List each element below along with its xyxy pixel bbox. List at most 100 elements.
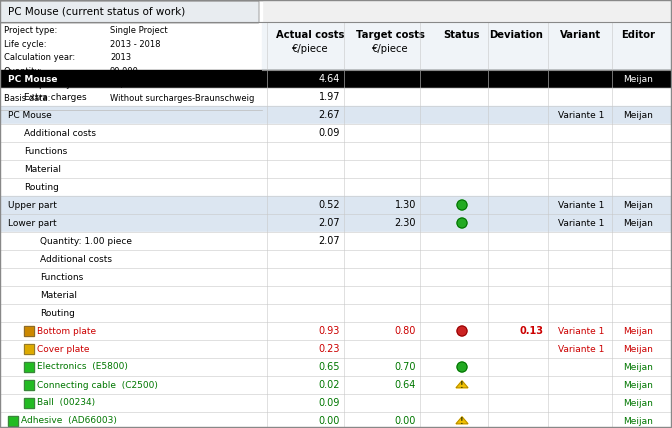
Text: Material: Material (24, 164, 61, 173)
Bar (0, 322, 672, 340)
Text: 90,000: 90,000 (110, 66, 139, 75)
Bar (0, 142, 672, 160)
Text: Meijan: Meijan (623, 380, 653, 389)
Text: Routing: Routing (24, 182, 59, 191)
Text: €/piece: €/piece (372, 44, 409, 54)
Text: Variante 1: Variante 1 (558, 327, 604, 336)
Text: 0.23: 0.23 (319, 344, 340, 354)
Text: 2.30: 2.30 (394, 218, 416, 228)
Text: Ball  (00234): Ball (00234) (37, 398, 95, 407)
Circle shape (457, 218, 467, 228)
Text: Adhesive  (AD66003): Adhesive (AD66003) (21, 416, 117, 425)
Text: Target costs: Target costs (355, 30, 425, 40)
Text: Material: Material (40, 291, 77, 300)
Text: Meijan: Meijan (623, 74, 653, 83)
Bar (24, 380, 34, 390)
Text: Annual quantity:: Annual quantity: (4, 80, 73, 89)
Text: 0.13: 0.13 (520, 326, 544, 336)
Text: Variante 1: Variante 1 (558, 110, 604, 119)
Text: Basis data:: Basis data: (4, 93, 50, 102)
Text: Connecting cable  (C2500): Connecting cable (C2500) (37, 380, 158, 389)
Bar (0, 286, 672, 304)
Text: Additional costs: Additional costs (24, 128, 96, 137)
Text: 0.00: 0.00 (394, 416, 416, 426)
Text: Meijan: Meijan (623, 345, 653, 354)
Text: 2013: 2013 (110, 53, 131, 62)
Text: PC Mouse: PC Mouse (8, 74, 58, 83)
Text: 0.02: 0.02 (319, 380, 340, 390)
Text: 2.07: 2.07 (319, 236, 340, 246)
Bar (0, 0, 262, 428)
Bar (24, 344, 34, 354)
Bar (24, 344, 34, 354)
Text: Quantity:: Quantity: (4, 66, 42, 75)
Text: Without surcharges-Braunschweig: Without surcharges-Braunschweig (110, 93, 255, 102)
Text: Variante 1: Variante 1 (558, 200, 604, 209)
Circle shape (457, 326, 467, 336)
Text: 0.93: 0.93 (319, 326, 340, 336)
Text: 0.64: 0.64 (394, 380, 416, 390)
Bar (8, 416, 18, 426)
Text: !: ! (460, 417, 464, 426)
Text: 2013 - 2018: 2013 - 2018 (110, 39, 161, 48)
Bar (0, 106, 672, 124)
Bar (0, 88, 672, 106)
Bar (0, 124, 672, 142)
Text: Routing: Routing (40, 309, 75, 318)
Text: Extra charges: Extra charges (24, 92, 87, 101)
Text: €/piece: €/piece (292, 44, 329, 54)
Bar (0, 340, 672, 358)
Text: Functions: Functions (40, 273, 83, 282)
Text: PC Mouse (current status of work): PC Mouse (current status of work) (8, 6, 185, 16)
Text: Status: Status (444, 30, 480, 40)
Text: Variant: Variant (560, 30, 601, 40)
Bar (24, 380, 34, 390)
Text: 0.00: 0.00 (319, 416, 340, 426)
Bar (0, 304, 672, 322)
Bar (262, 22, 672, 70)
Text: Variante 1: Variante 1 (558, 345, 604, 354)
Bar (0, 268, 672, 286)
Text: 0.09: 0.09 (319, 398, 340, 408)
Text: Meijan: Meijan (623, 416, 653, 425)
Text: 1.97: 1.97 (319, 92, 340, 102)
Bar (24, 362, 34, 372)
Bar (24, 326, 34, 336)
Text: Meijan: Meijan (623, 363, 653, 372)
Text: 10,000: 10,000 (110, 80, 139, 89)
Text: Meijan: Meijan (623, 200, 653, 209)
Text: PC Mouse: PC Mouse (8, 110, 52, 119)
Text: Meijan: Meijan (623, 110, 653, 119)
Circle shape (457, 200, 467, 210)
Bar (0, 160, 672, 178)
Text: Functions: Functions (24, 146, 67, 155)
Bar (0, 178, 672, 196)
Text: Meijan: Meijan (623, 398, 653, 407)
Text: 0.65: 0.65 (319, 362, 340, 372)
Text: 4.64: 4.64 (319, 74, 340, 84)
Circle shape (457, 362, 467, 372)
Text: Deviation: Deviation (489, 30, 543, 40)
Bar (0, 358, 672, 376)
Bar (0, 214, 672, 232)
Text: 0.52: 0.52 (319, 200, 340, 210)
Text: Electronics  (E5800): Electronics (E5800) (37, 363, 128, 372)
Text: Meijan: Meijan (623, 219, 653, 228)
Text: Cover plate: Cover plate (37, 345, 89, 354)
Text: 2.07: 2.07 (319, 218, 340, 228)
Bar (8, 416, 18, 426)
Bar (24, 326, 34, 336)
Text: Project type:: Project type: (4, 26, 57, 35)
Text: !: ! (460, 381, 464, 390)
Polygon shape (456, 381, 468, 388)
Bar (0, 376, 672, 394)
Text: 2.67: 2.67 (319, 110, 340, 120)
Text: Lower part: Lower part (8, 219, 56, 228)
Text: Quantity: 1.00 piece: Quantity: 1.00 piece (40, 237, 132, 246)
Bar (0, 394, 672, 412)
Text: Single Project: Single Project (110, 26, 167, 35)
Text: 1.30: 1.30 (394, 200, 416, 210)
Text: 0.09: 0.09 (319, 128, 340, 138)
Bar (0, 70, 672, 88)
Text: Actual costs: Actual costs (276, 30, 344, 40)
